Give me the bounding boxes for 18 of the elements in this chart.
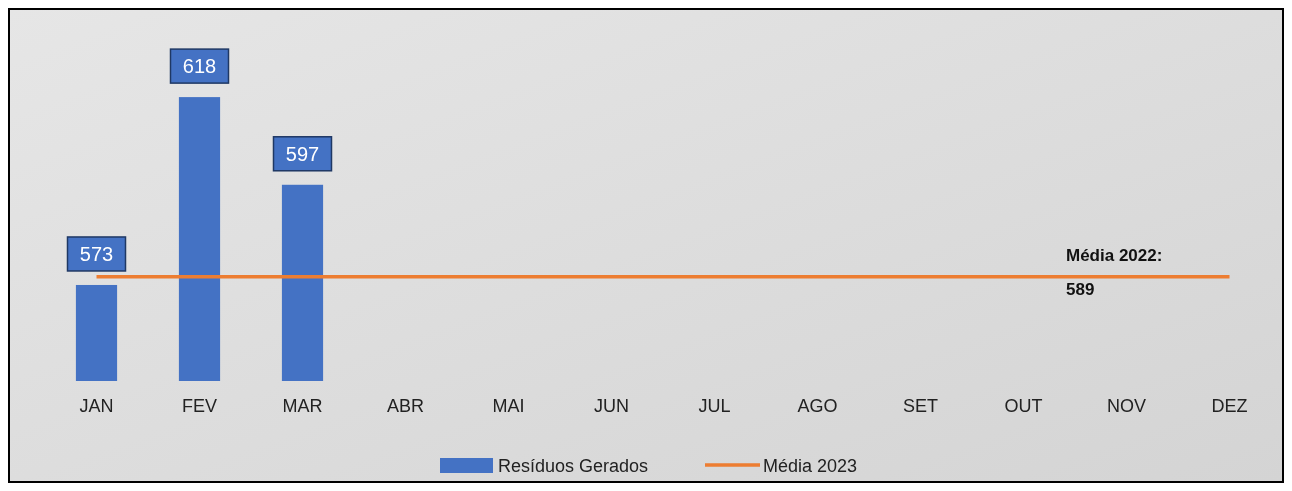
legend-label: Resíduos Gerados — [498, 456, 649, 476]
x-tick-label: MAR — [282, 396, 323, 416]
legend-label: Média 2023 — [763, 456, 858, 476]
x-tick-label: JUN — [594, 396, 629, 416]
data-label: 618 — [182, 55, 217, 78]
x-tick-label: FEV — [181, 396, 218, 416]
data-label: 597 — [285, 142, 320, 165]
x-tick-label: NOV — [1106, 396, 1147, 416]
x-tick-label: JAN — [79, 396, 114, 416]
x-tick-label: MAI — [492, 396, 525, 416]
x-tick-label: JUL — [698, 396, 731, 416]
x-tick-label: DEZ — [1211, 396, 1248, 416]
x-tick-label: AGO — [797, 396, 838, 416]
x-tick-label: OUT — [1004, 396, 1043, 416]
x-tick-label: SET — [902, 396, 939, 416]
annotation: Média 2022: 589 — [1066, 246, 1163, 299]
data-label: 573 — [79, 242, 114, 265]
x-tick-label: ABR — [386, 396, 425, 416]
